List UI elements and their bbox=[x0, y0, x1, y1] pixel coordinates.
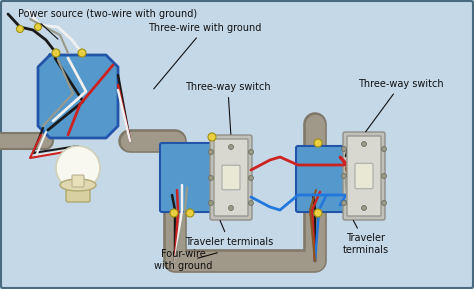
Circle shape bbox=[35, 23, 42, 31]
Circle shape bbox=[248, 175, 254, 181]
FancyBboxPatch shape bbox=[343, 132, 385, 220]
Circle shape bbox=[186, 209, 194, 217]
Circle shape bbox=[209, 201, 213, 205]
FancyBboxPatch shape bbox=[72, 175, 84, 187]
Circle shape bbox=[56, 146, 100, 190]
Text: Power source (two-wire with ground): Power source (two-wire with ground) bbox=[18, 9, 197, 39]
Circle shape bbox=[208, 133, 216, 141]
Ellipse shape bbox=[60, 179, 96, 191]
Circle shape bbox=[362, 205, 366, 210]
Circle shape bbox=[228, 205, 234, 210]
Circle shape bbox=[382, 173, 386, 179]
Text: Four-wire
with ground: Four-wire with ground bbox=[154, 249, 212, 271]
Circle shape bbox=[52, 49, 60, 57]
Polygon shape bbox=[38, 55, 118, 138]
FancyBboxPatch shape bbox=[66, 182, 90, 202]
Circle shape bbox=[382, 201, 386, 205]
Text: Three-wire with ground: Three-wire with ground bbox=[148, 23, 261, 89]
Circle shape bbox=[209, 149, 213, 155]
FancyBboxPatch shape bbox=[160, 143, 222, 212]
FancyBboxPatch shape bbox=[347, 136, 381, 216]
Circle shape bbox=[248, 201, 254, 205]
Text: Three-way switch: Three-way switch bbox=[358, 79, 444, 132]
Circle shape bbox=[170, 209, 178, 217]
FancyBboxPatch shape bbox=[214, 139, 248, 216]
Circle shape bbox=[314, 139, 322, 147]
Circle shape bbox=[362, 142, 366, 147]
Text: Traveler terminals: Traveler terminals bbox=[185, 221, 273, 247]
FancyBboxPatch shape bbox=[355, 163, 373, 189]
Text: Traveler
terminals: Traveler terminals bbox=[343, 221, 389, 255]
Text: Three-way switch: Three-way switch bbox=[185, 82, 271, 134]
Circle shape bbox=[17, 25, 24, 32]
Circle shape bbox=[228, 144, 234, 149]
Circle shape bbox=[314, 209, 322, 217]
Circle shape bbox=[78, 49, 86, 57]
FancyBboxPatch shape bbox=[222, 165, 240, 190]
Circle shape bbox=[341, 201, 346, 205]
Circle shape bbox=[248, 149, 254, 155]
Circle shape bbox=[341, 173, 346, 179]
Circle shape bbox=[382, 147, 386, 151]
FancyBboxPatch shape bbox=[210, 135, 252, 220]
FancyBboxPatch shape bbox=[296, 146, 348, 212]
Circle shape bbox=[341, 147, 346, 151]
Circle shape bbox=[209, 175, 213, 181]
Polygon shape bbox=[38, 55, 118, 138]
